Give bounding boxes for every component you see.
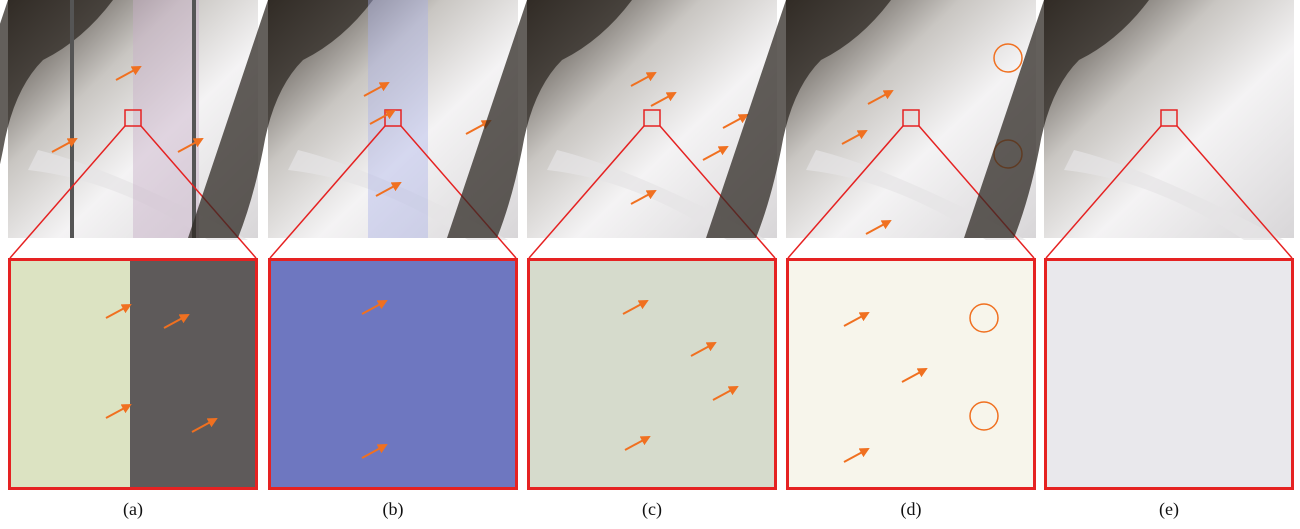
- panel-label: (e): [1159, 499, 1179, 520]
- stripe: [70, 0, 74, 238]
- zoom-image: [8, 258, 130, 490]
- stripe: [368, 0, 428, 238]
- zoom-image: [268, 258, 518, 490]
- panel-label: (a): [123, 499, 143, 520]
- stripe: [192, 0, 196, 238]
- zoom-image: [130, 258, 258, 490]
- panel-label: (d): [901, 499, 922, 520]
- panel-label: (b): [383, 499, 404, 520]
- zoom-image: [527, 258, 777, 490]
- zoom-image: [786, 258, 1036, 490]
- panel: (a): [0, 0, 258, 520]
- panel-label: (c): [642, 499, 662, 520]
- stripe: [133, 0, 199, 238]
- panels: (a) (b) (c) (d) (e): [0, 0, 1294, 520]
- zoom-image: [1044, 258, 1294, 490]
- figure: (a) (b) (c) (d) (e): [0, 0, 1300, 529]
